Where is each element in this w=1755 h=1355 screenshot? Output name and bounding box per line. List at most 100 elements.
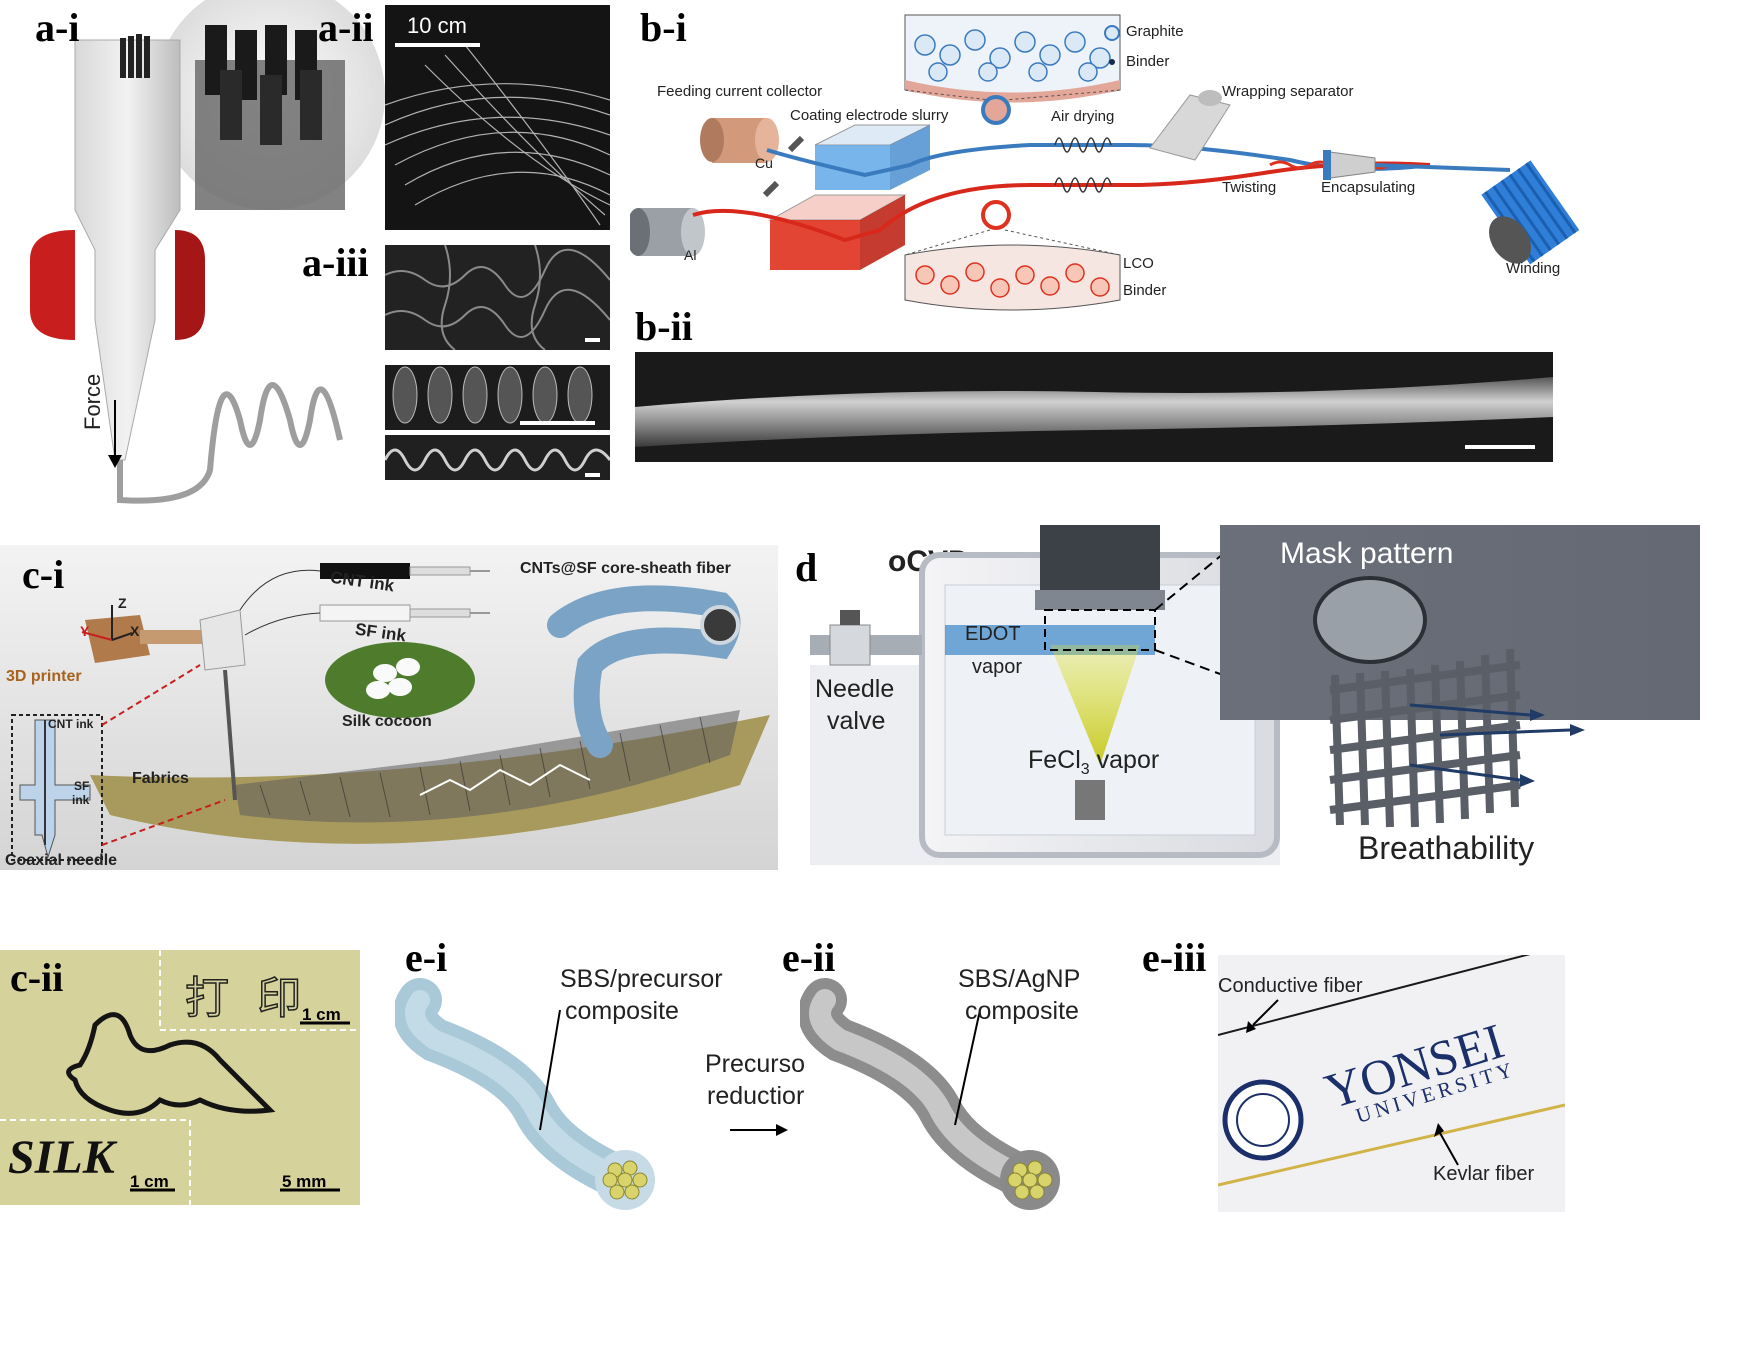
sf-syringe — [319, 604, 490, 622]
binder-label-bottom: Binder — [1123, 282, 1167, 299]
coiled-fiber — [117, 382, 343, 504]
fecl3-subscript: 3 — [1080, 761, 1090, 778]
sbs-precursor-label-1: SBS/precursor — [560, 965, 723, 993]
scale-bar — [585, 338, 600, 342]
panel-e-i: SBS/precursor composite — [395, 960, 745, 1215]
yonsei-logo-photo — [1218, 955, 1565, 1212]
panel-label-a-iii: a-iii — [302, 240, 369, 285]
conductive-fiber-label: Conductive fiber — [1218, 975, 1363, 997]
scale-bar — [520, 421, 595, 425]
scale-label-5mm: 5 mm — [282, 1172, 327, 1191]
encapsulating-nozzle — [1329, 151, 1376, 179]
printhead-illustration — [30, 0, 385, 504]
binder-label-top: Binder — [1126, 53, 1170, 70]
panel-b-ii-sem — [635, 352, 1553, 462]
panel-label-b-ii: b-ii — [635, 304, 693, 349]
panel-a-iii-photo-3 — [385, 435, 610, 480]
fiber-bundle-photo — [385, 44, 610, 226]
feeding-current-collector-label: Feeding current collector — [657, 83, 823, 100]
panel-label-e-ii: e-ii — [782, 935, 836, 980]
coaxial-needle-inset — [11, 714, 103, 861]
axis-z-label: Z — [118, 595, 127, 611]
axis-x-label: X — [130, 623, 140, 639]
panel-c-i: c-i CNT ink SF ink CNTs@SF core-sheath f… — [0, 545, 778, 870]
panel-a-i: a-i Force — [0, 0, 390, 520]
panel-label-c-ii: c-ii — [10, 955, 64, 1000]
scale-label-1cm-bottom: 1 cm — [130, 1172, 169, 1191]
airflow-arrows — [1409, 703, 1571, 782]
panel-a-iii-photo-2 — [385, 365, 610, 430]
winding-label: Winding — [1506, 260, 1561, 277]
anode-slurry-bath — [814, 124, 931, 190]
printed-silk-patterns — [0, 950, 360, 1205]
graphite-legend-icon — [1104, 25, 1120, 41]
panel-label-e-i: e-i — [405, 935, 448, 980]
panel-e-ii: SBS/AgNP composite — [800, 960, 1140, 1215]
force-label: Force — [80, 373, 105, 430]
sbs-agnp-fiber — [800, 978, 1060, 1210]
reduction-arrow — [730, 1124, 788, 1136]
mask-zoom-box — [1044, 609, 1156, 651]
sbs-precursor-label-2: composite — [565, 997, 679, 1025]
panel-e-iii: Conductive fiber Kevlar fiber YONSEI UNI… — [1218, 955, 1565, 1212]
zoomed-channels — [195, 25, 345, 210]
needle-label: Needle — [815, 675, 895, 703]
air-drying-coil-bottom — [1054, 177, 1112, 193]
nozzle-body — [74, 39, 181, 461]
kevlar-fiber-label: Kevlar fiber — [1433, 1163, 1535, 1185]
scale-bar — [585, 473, 600, 477]
precursor-reduction-label-2: reductior — [707, 1082, 805, 1110]
scale-bar — [1465, 445, 1535, 449]
encapsulating-label: Encapsulating — [1321, 179, 1416, 196]
core-sheath-label: CNTs@SF core-sheath fiber — [520, 560, 731, 577]
needle-sf-label: SF — [74, 779, 90, 793]
valve-label: valve — [827, 707, 886, 735]
cathode-slurry-bath — [768, 194, 907, 270]
panel-b-i: Graphite Binder Feeding current collecto… — [630, 0, 1755, 320]
red-clamp-right — [175, 230, 205, 340]
binder-legend-icon — [1109, 59, 1115, 65]
air-drying-label: Air drying — [1051, 108, 1115, 125]
panel-label-a-ii: a-ii — [318, 5, 374, 50]
silk-cocoon-on-leaf — [325, 642, 475, 718]
helical-fiber-closeup — [392, 366, 593, 424]
scale-bar — [395, 43, 480, 47]
copper-spool — [700, 118, 779, 163]
needle-valve — [829, 624, 871, 666]
fecl3-formula: FeCl — [1028, 746, 1081, 774]
winding-spool — [1481, 160, 1580, 265]
panel-label-d: d — [795, 545, 818, 590]
coaxial-printing-illustration — [11, 563, 770, 861]
lightning-spark — [419, 763, 591, 796]
precursor-reduction-label-1: Precurso — [705, 1050, 806, 1078]
sem-fiber-image — [635, 377, 1553, 447]
sbs-agnp-label-1: SBS/AgNP — [958, 965, 1081, 993]
axis-y-label: Y — [80, 623, 90, 639]
sbs-precursor-fiber — [395, 978, 655, 1210]
scale-label: 10 cm — [407, 13, 467, 38]
aluminum-spool — [630, 208, 705, 256]
kevlar-fiber — [1218, 1103, 1565, 1187]
panel-label-a-i: a-i — [35, 5, 80, 50]
edot-label: EDOT — [965, 623, 1021, 645]
mask-disk — [1313, 576, 1427, 664]
chinese-print-text: 打 印 — [184, 973, 310, 1024]
anode-cross-section — [981, 95, 1011, 125]
conductive-fiber — [1218, 955, 1531, 1036]
ocvd-chamber-illustration — [810, 525, 1700, 865]
cathode-cross-section — [981, 200, 1011, 230]
panel-label-b-i: b-i — [640, 5, 687, 50]
breathability-label: Breathability — [1358, 830, 1535, 866]
printed-mesh — [235, 710, 740, 823]
al-label: Al — [684, 247, 697, 263]
sbs-agnp-label-2: composite — [965, 997, 1079, 1025]
red-clamp-left — [30, 230, 75, 340]
silk-print-text: SILK — [8, 1131, 115, 1184]
fecl3-vapor-word: vapor — [1089, 746, 1160, 774]
lco-zoom — [904, 244, 1121, 311]
wavy-fiber-network — [385, 245, 610, 350]
mask-pattern-label: Mask pattern — [1280, 537, 1454, 570]
silk-cocoon-label: Silk cocoon — [342, 713, 432, 730]
fecl3-vapor-cone — [1050, 645, 1140, 765]
panel-label-e-iii: e-iii — [1142, 935, 1207, 980]
